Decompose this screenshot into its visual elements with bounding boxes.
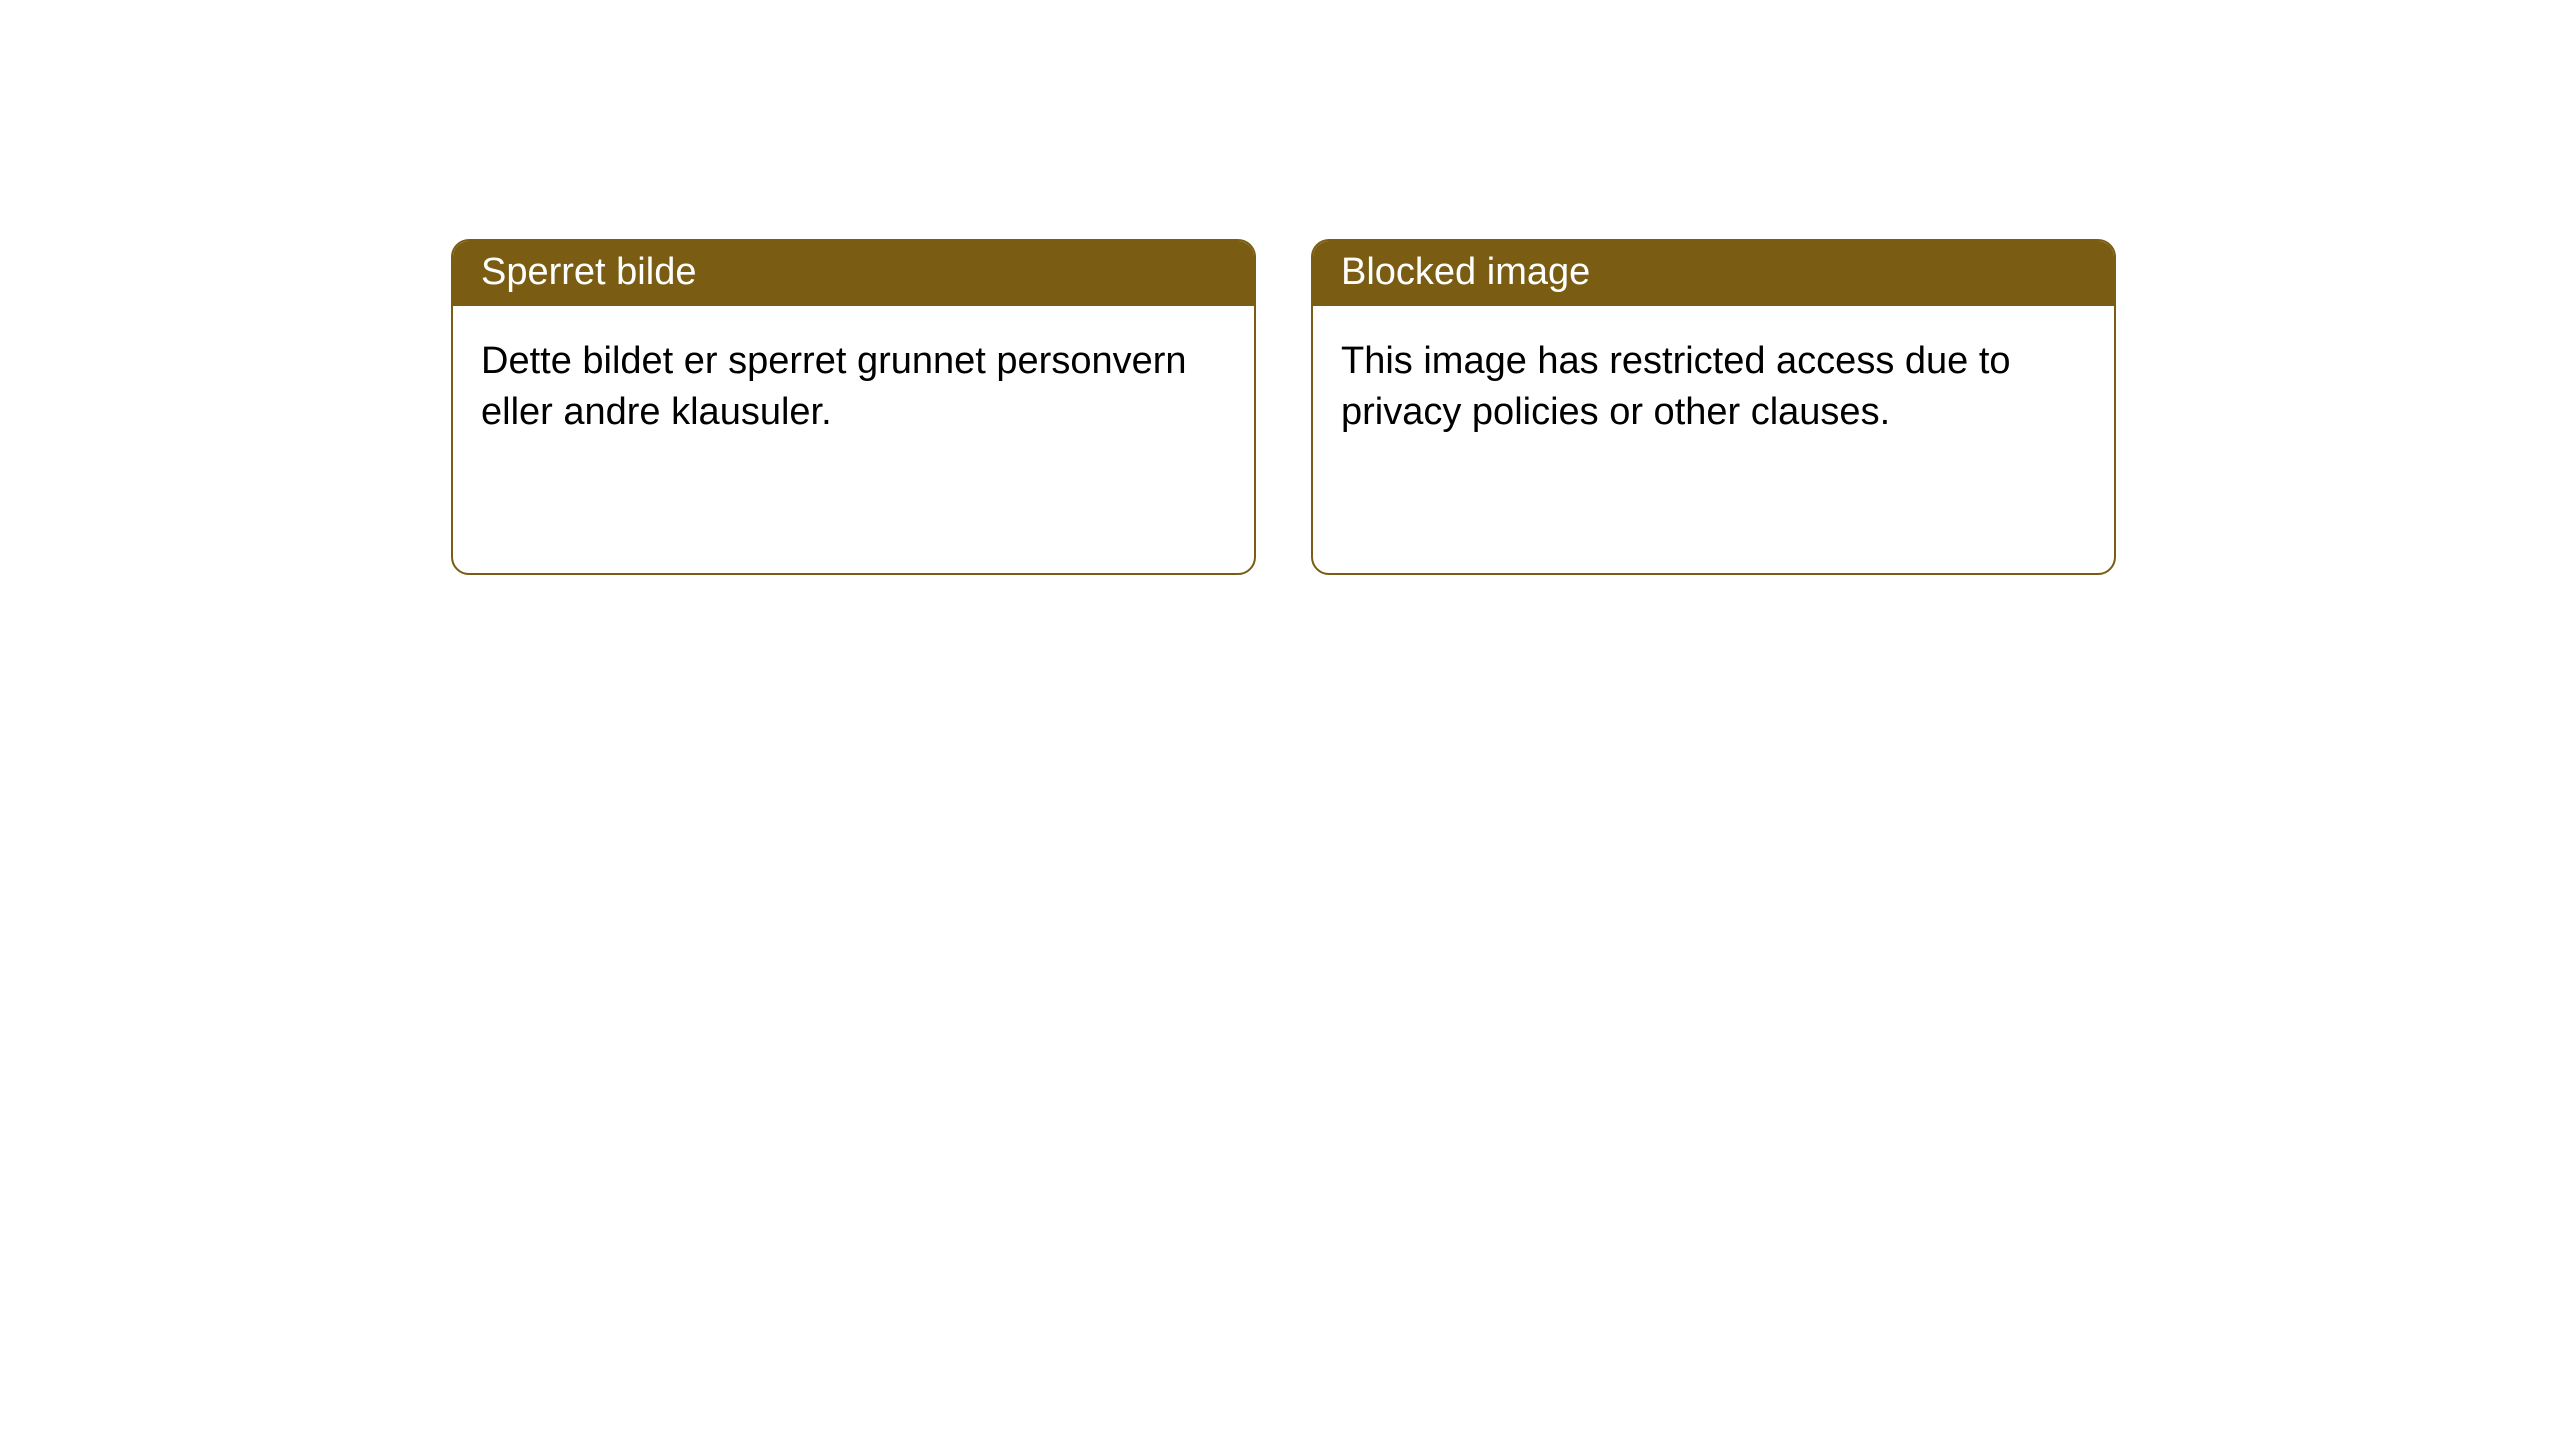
card-header-en: Blocked image [1313, 241, 2114, 306]
card-body-en: This image has restricted access due to … [1313, 306, 2114, 469]
blocked-image-card-no: Sperret bilde Dette bildet er sperret gr… [451, 239, 1256, 575]
card-body-no: Dette bildet er sperret grunnet personve… [453, 306, 1254, 469]
blocked-image-card-en: Blocked image This image has restricted … [1311, 239, 2116, 575]
card-header-no: Sperret bilde [453, 241, 1254, 306]
cards-container: Sperret bilde Dette bildet er sperret gr… [0, 0, 2560, 575]
